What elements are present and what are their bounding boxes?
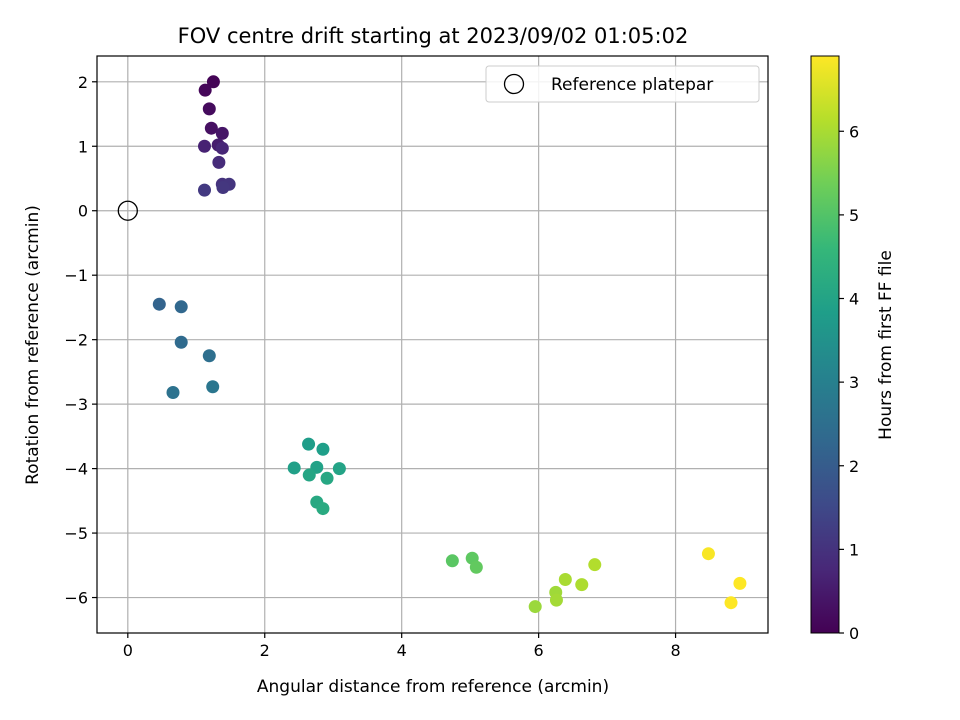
data-point bbox=[733, 576, 747, 590]
y-tick-label: −3 bbox=[64, 395, 88, 414]
data-point bbox=[216, 181, 230, 195]
x-tick-label: 6 bbox=[534, 641, 544, 660]
data-point bbox=[528, 600, 542, 614]
data-point bbox=[724, 596, 738, 610]
y-tick-label: 0 bbox=[78, 202, 88, 221]
reference-platepar-marker bbox=[117, 200, 138, 221]
data-point bbox=[212, 155, 226, 169]
data-point bbox=[316, 442, 330, 456]
x-tick-label: 8 bbox=[670, 641, 680, 660]
data-point bbox=[197, 183, 211, 197]
plot-frame bbox=[96, 55, 769, 634]
data-point bbox=[302, 437, 316, 451]
legend-label-reference: Reference platepar bbox=[551, 75, 713, 95]
data-point bbox=[202, 102, 216, 116]
data-point bbox=[316, 502, 330, 516]
data-point bbox=[320, 471, 334, 485]
data-point bbox=[215, 126, 229, 140]
colorbar-title: Hours from first FF file bbox=[876, 250, 896, 440]
colorbar-tick-label: 6 bbox=[849, 122, 859, 141]
data-point bbox=[206, 75, 220, 89]
chart-title: FOV centre drift starting at 2023/09/02 … bbox=[178, 24, 689, 48]
data-point bbox=[445, 554, 459, 568]
data-point bbox=[575, 578, 589, 592]
colorbar-tick-label: 1 bbox=[849, 540, 859, 559]
legend-marker-reference bbox=[503, 73, 525, 95]
y-tick-label: −5 bbox=[64, 524, 88, 543]
data-point bbox=[198, 83, 212, 97]
x-tick-label: 2 bbox=[260, 641, 270, 660]
data-point bbox=[197, 139, 211, 153]
data-point bbox=[287, 461, 301, 475]
y-axis-title: Rotation from reference (arcmin) bbox=[23, 205, 43, 485]
data-point bbox=[558, 572, 572, 586]
data-point bbox=[588, 558, 602, 572]
colorbar-tick-label: 4 bbox=[849, 290, 859, 309]
y-tick-label: −1 bbox=[64, 266, 88, 285]
colorbar-tick-label: 3 bbox=[849, 373, 859, 392]
colorbar-ticks: 0 1 2 3 4 5 6 bbox=[839, 122, 859, 643]
data-point bbox=[174, 300, 188, 314]
legend: Reference platepar bbox=[485, 65, 760, 103]
data-point bbox=[469, 560, 483, 574]
data-point bbox=[202, 349, 216, 363]
x-tick-label: 0 bbox=[123, 641, 133, 660]
y-tick-label: 2 bbox=[78, 73, 88, 92]
data-point bbox=[174, 335, 188, 349]
y-tick-label: −2 bbox=[64, 331, 88, 350]
data-point bbox=[302, 468, 316, 482]
x-axis-title: Angular distance from reference (arcmin) bbox=[257, 677, 609, 697]
colorbar: 0 1 2 3 4 5 6 Hours from first FF file bbox=[810, 55, 896, 643]
colorbar-tick-label: 2 bbox=[849, 457, 859, 476]
data-point bbox=[549, 593, 563, 607]
y-tick-label: 1 bbox=[78, 137, 88, 156]
data-point bbox=[166, 386, 180, 400]
data-point bbox=[206, 380, 220, 394]
data-point bbox=[152, 297, 166, 311]
data-points bbox=[117, 75, 747, 614]
data-point bbox=[332, 462, 346, 476]
colorbar-gradient bbox=[810, 55, 840, 634]
grid bbox=[97, 56, 768, 633]
axis-ticks: 0 2 4 6 8 −6 −5 −4 −3 −2 −1 0 1 2 bbox=[64, 73, 680, 660]
y-tick-label: −6 bbox=[64, 589, 88, 608]
legend-box bbox=[485, 65, 760, 103]
y-tick-label: −4 bbox=[64, 460, 88, 479]
data-point bbox=[204, 121, 218, 135]
colorbar-tick-label: 0 bbox=[849, 624, 859, 643]
x-tick-label: 4 bbox=[397, 641, 407, 660]
data-point bbox=[215, 141, 229, 155]
data-point bbox=[701, 547, 715, 561]
colorbar-tick-label: 5 bbox=[849, 206, 859, 225]
